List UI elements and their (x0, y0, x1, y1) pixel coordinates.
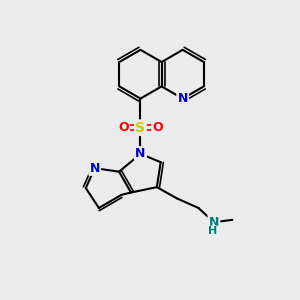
Text: O: O (152, 121, 163, 134)
Text: S: S (136, 121, 146, 135)
Text: N: N (178, 92, 188, 105)
Text: H: H (208, 226, 217, 236)
Text: O: O (118, 121, 129, 134)
Text: N: N (89, 162, 100, 175)
Text: N: N (209, 216, 219, 229)
Text: N: N (135, 147, 146, 161)
